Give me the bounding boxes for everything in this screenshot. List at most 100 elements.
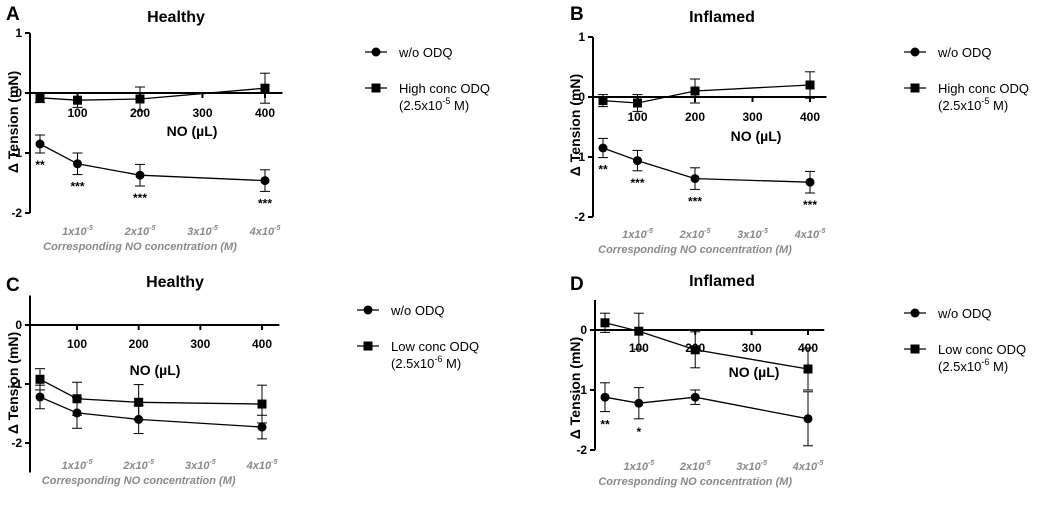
series-w-o-odq: *** (600, 382, 813, 447)
significance-marker: *** (630, 176, 644, 190)
data-point (690, 345, 700, 355)
significance-marker: ** (600, 418, 610, 432)
x-tick-label: 100 (67, 106, 87, 120)
concentration-axis-title: Corresponding NO concentration (M) (598, 476, 792, 488)
legend-conc-exponent: -5 (981, 96, 989, 106)
concentration-tick-label: 2x10-5 (124, 225, 156, 238)
conc-base: 4x10 (249, 226, 275, 238)
panel-title: Healthy (146, 274, 204, 291)
data-point (134, 397, 144, 407)
conc-base: 4x10 (246, 460, 272, 472)
data-point (690, 392, 700, 402)
concentration-tick-label: 4x10-5 (249, 225, 281, 238)
conc-base: 1x10 (623, 461, 648, 473)
panel-title: Healthy (147, 9, 205, 26)
legend-label: w/o ODQ (398, 45, 452, 60)
concentration-tick-label: 3x10-5 (185, 459, 216, 472)
x-tick-label: 300 (190, 337, 210, 351)
concentration-tick-label: 1x10-5 (623, 460, 654, 473)
y-tick-label: 1 (578, 30, 585, 44)
y-tick-label: 0 (578, 90, 585, 104)
series-line (39, 87, 266, 101)
y-tick-label: -2 (574, 210, 585, 224)
data-point (600, 318, 610, 328)
legend-label: High conc ODQ (938, 81, 1029, 96)
conc-exponent: -5 (209, 459, 215, 466)
series-odq (600, 312, 813, 391)
x-axis-label: NO (µL) (130, 362, 181, 378)
data-point (690, 174, 700, 184)
legend-conc-exponent: -6 (434, 354, 442, 364)
conc-base: 2x10 (122, 460, 148, 472)
concentration-axis-title: Corresponding NO concentration (M) (598, 244, 792, 256)
legend-label-concentration: (2.5x10-6 M) (938, 357, 1008, 374)
legend-label-concentration: (2.5x10-5 M) (399, 96, 469, 113)
conc-base: 4x10 (792, 461, 818, 473)
series-w-o-odq: ******** *** (598, 137, 817, 212)
conc-base: 1x10 (62, 460, 87, 472)
legend-conc-base: (2.5x10 (391, 356, 434, 371)
series-line (602, 84, 811, 104)
y-tick-label: -1 (576, 383, 587, 397)
legend-label: w/o ODQ (390, 303, 444, 318)
data-point (690, 86, 700, 96)
legend-conc-unit: M) (989, 98, 1008, 113)
panel-title: Inflamed (689, 273, 755, 290)
data-point (598, 143, 608, 153)
legend-conc-exponent: -6 (981, 357, 989, 367)
y-tick-label: -1 (574, 150, 585, 164)
conc-base: 3x10 (737, 229, 762, 241)
conc-base: 4x10 (794, 229, 820, 241)
concentration-tick-label: 2x10-5 (679, 460, 711, 473)
panel-letter: B (570, 4, 584, 25)
legend-conc-unit: M) (450, 98, 469, 113)
x-tick-label: 300 (742, 110, 762, 124)
conc-exponent: -5 (704, 460, 710, 467)
series-line (604, 396, 809, 420)
series-line (39, 378, 263, 405)
x-tick-label: 100 (67, 337, 87, 351)
significance-marker: *** (258, 196, 272, 210)
panel-B: B Inflamed 1 0 -1 -2 Δ Tension (mN) 100 200 300 40… (567, 4, 1029, 256)
y-axis-label: Δ Tension (mN) (567, 74, 583, 176)
data-point (634, 398, 644, 408)
y-tick-label: -1 (11, 377, 22, 391)
data-point (35, 374, 45, 384)
legend-label: Low conc ODQ (391, 339, 479, 354)
significance-marker: *** (133, 191, 147, 205)
panel-letter: C (6, 275, 20, 296)
conc-base: 2x10 (679, 229, 705, 241)
data-point (35, 93, 45, 103)
conc-exponent: -5 (817, 460, 823, 467)
concentration-tick-label: 1x10-5 (62, 459, 93, 472)
x-tick-label: 300 (192, 106, 212, 120)
data-point (634, 326, 644, 336)
data-point (257, 422, 267, 432)
conc-exponent: -5 (648, 460, 654, 467)
data-point (257, 399, 267, 409)
x-axis-label: NO (µL) (729, 364, 780, 380)
legend-marker-square (910, 83, 920, 93)
data-point (35, 392, 45, 402)
data-point (73, 159, 82, 169)
conc-exponent: -5 (86, 459, 92, 466)
x-tick-label: 200 (129, 337, 149, 351)
panel-A: A Healthy 1 0 -1 -2 Δ Tension (mN) 100 200 300 400… (5, 4, 490, 253)
data-point (805, 177, 815, 187)
concentration-tick-label: 4x10-5 (794, 228, 826, 241)
data-point (803, 414, 813, 424)
series-line (604, 322, 809, 370)
data-point (260, 176, 270, 186)
legend-label: w/o ODQ (937, 306, 991, 321)
x-tick-label: 400 (255, 106, 275, 120)
significance-marker: *** (70, 180, 84, 194)
conc-base: 1x10 (62, 226, 87, 238)
concentration-tick-label: 2x10-5 (679, 228, 711, 241)
y-axis-label: Δ Tension (mN) (567, 337, 583, 439)
data-point (600, 392, 610, 402)
x-tick-label: 100 (627, 110, 647, 124)
concentration-tick-label: 1x10-5 (622, 228, 653, 241)
